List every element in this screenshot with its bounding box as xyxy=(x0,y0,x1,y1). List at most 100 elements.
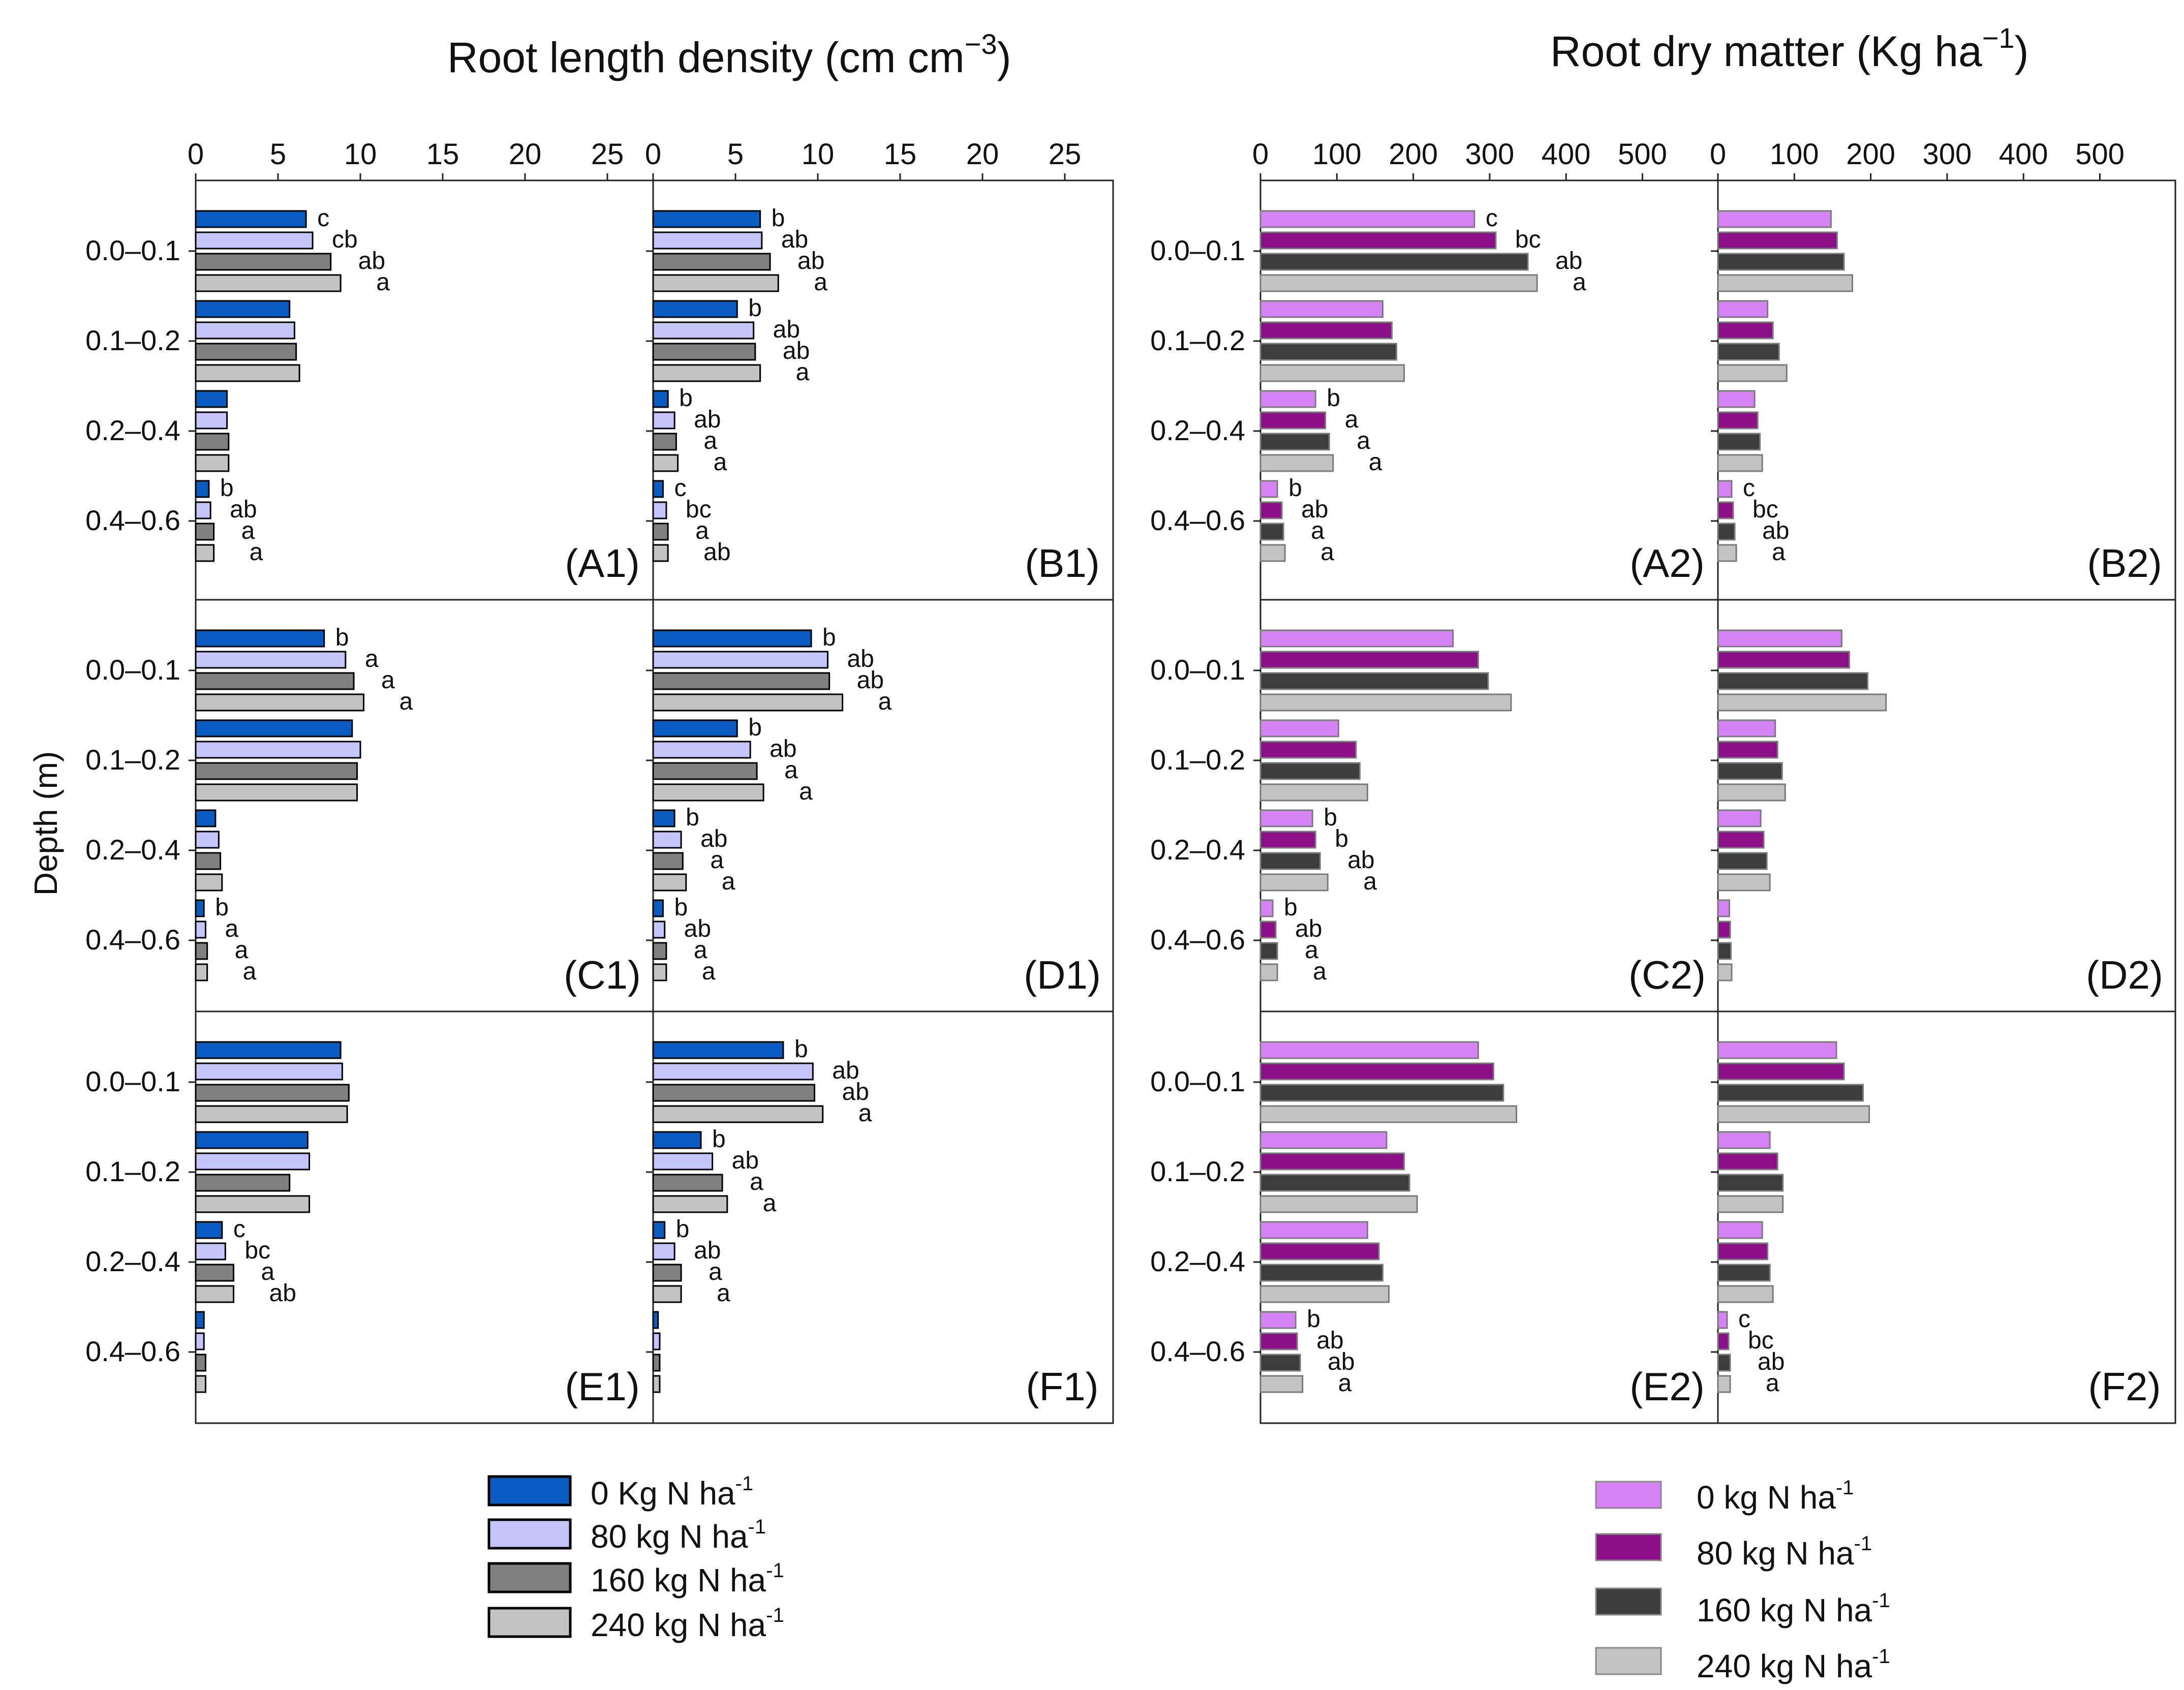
y-axis-label: Depth (m) xyxy=(27,751,64,896)
x-tick-label-a1-4: 20 xyxy=(509,138,542,171)
bar-d2-0-0 xyxy=(1717,629,1842,648)
bar-b1-0-2 xyxy=(652,253,771,271)
bar-a1-2-0 xyxy=(195,390,228,408)
bar-e2-2-1 xyxy=(1259,1242,1380,1261)
bar-d1-0-3 xyxy=(652,693,844,712)
sig-letter-e2-3-0: b xyxy=(1307,1306,1320,1333)
x-tick-label-b1-1: 5 xyxy=(727,138,744,171)
bar-a2-3-1 xyxy=(1259,501,1283,519)
bar-c2-0-1 xyxy=(1259,651,1479,669)
sig-letter-f2-3-0: c xyxy=(1738,1306,1750,1333)
bar-a2-3-0 xyxy=(1259,480,1278,498)
sig-letter-c2-2-0: b xyxy=(1324,804,1337,831)
bar-a2-0-3 xyxy=(1259,274,1538,292)
bar-c2-0-0 xyxy=(1259,629,1454,648)
bar-a2-0-1 xyxy=(1259,231,1497,250)
depth-label-a1-2: 0.2–0.4 xyxy=(85,414,180,446)
sig-letter-f1-1-2: a xyxy=(750,1169,763,1195)
bar-d1-0-2 xyxy=(652,672,830,690)
sig-letter-f1-2-1: ab xyxy=(694,1237,721,1264)
sig-letter-b1-2-3: a xyxy=(714,449,727,476)
bar-e2-3-3 xyxy=(1259,1375,1304,1393)
sig-letter-d1-0-2: ab xyxy=(857,667,884,694)
bar-c1-3-2 xyxy=(195,942,208,960)
bar-f2-1-3 xyxy=(1717,1195,1784,1213)
legend-left-swatch-2 xyxy=(487,1562,572,1593)
sig-letter-d1-0-0: b xyxy=(822,624,836,651)
bar-b2-2-2 xyxy=(1717,433,1761,451)
sig-letter-e1-2-0: c xyxy=(233,1216,245,1243)
sig-letter-b1-0-1: ab xyxy=(781,226,808,253)
panels: 0 5 10 15 20 250.0–0.1ccbaba0.1–0.20.2–0.40.4… xyxy=(85,138,2176,1424)
bar-f2-3-3 xyxy=(1717,1375,1731,1393)
bar-d2-3-3 xyxy=(1717,963,1733,981)
bar-f1-3-3 xyxy=(652,1375,661,1393)
bar-e1-0-1 xyxy=(195,1062,343,1081)
bar-a2-1-1 xyxy=(1259,321,1393,340)
bar-e1-3-0 xyxy=(195,1311,205,1329)
bar-f1-3-1 xyxy=(652,1332,661,1350)
panel-d2: (D2) xyxy=(1711,599,2176,1012)
bar-b1-3-0 xyxy=(652,480,664,498)
legend-right-label-1: 80 kg N ha-1 xyxy=(1697,1532,1872,1572)
bar-c2-0-3 xyxy=(1259,693,1512,712)
sig-letter-b1-2-0: b xyxy=(679,385,693,412)
bar-b1-1-3 xyxy=(652,364,761,382)
sig-letter-f1-1-3: a xyxy=(763,1190,777,1217)
sig-letter-a1-0-3: a xyxy=(376,269,390,296)
sig-letter-d1-1-0: b xyxy=(748,714,762,741)
bar-c2-1-2 xyxy=(1259,762,1361,780)
bar-c1-2-2 xyxy=(195,852,222,870)
depth-label-a1-1: 0.1–0.2 xyxy=(85,324,180,356)
bar-f2-0-1 xyxy=(1717,1062,1845,1081)
depth-label-e2-3: 0.4–0.6 xyxy=(1150,1335,1245,1367)
sig-letter-f1-0-1: ab xyxy=(832,1057,859,1084)
sig-letter-f1-0-3: a xyxy=(858,1100,872,1127)
sig-letter-c1-3-2: a xyxy=(235,937,249,964)
x-tick-label-a2-2: 200 xyxy=(1389,138,1438,171)
bar-a1-1-2 xyxy=(195,343,297,361)
sig-letter-a2-2-2: a xyxy=(1357,427,1370,454)
legend-left-item-1: 80 kg N ha-1 xyxy=(487,1516,766,1555)
bar-e2-1-1 xyxy=(1259,1152,1405,1171)
legend-right-item-0: 0 kg N ha-1 xyxy=(1595,1477,1854,1516)
bar-d1-2-2 xyxy=(652,852,684,870)
legend-right-label-3: 240 kg N ha-1 xyxy=(1697,1645,1890,1684)
sig-letter-b2-3-3: a xyxy=(1772,539,1786,566)
bar-f1-0-2 xyxy=(652,1084,816,1102)
bar-a2-2-0 xyxy=(1259,390,1316,408)
sig-letter-a2-2-3: a xyxy=(1369,449,1382,476)
depth-label-e2-1: 0.1–0.2 xyxy=(1150,1155,1245,1187)
sig-letter-f1-0-0: b xyxy=(794,1036,808,1063)
bar-b1-1-0 xyxy=(652,300,738,318)
bar-c2-2-1 xyxy=(1259,831,1316,849)
sig-letter-c1-3-3: a xyxy=(243,958,257,985)
sig-letter-a2-2-1: a xyxy=(1345,406,1359,433)
bar-d1-1-1 xyxy=(652,741,751,759)
x-tick-label-b1-2: 10 xyxy=(802,138,835,171)
legend-left-label-3: 240 kg N ha-1 xyxy=(591,1604,784,1643)
bar-f1-2-0 xyxy=(652,1221,666,1239)
bar-f1-1-1 xyxy=(652,1152,714,1171)
bar-d1-0-0 xyxy=(652,629,812,648)
bar-c1-3-1 xyxy=(195,920,206,939)
sig-letter-b1-3-2: a xyxy=(695,517,709,544)
sig-letter-b1-1-2: ab xyxy=(783,337,810,364)
bar-d2-1-0 xyxy=(1717,719,1776,738)
bar-b2-0-3 xyxy=(1717,274,1854,292)
bar-f1-0-0 xyxy=(652,1041,784,1059)
bar-c2-1-3 xyxy=(1259,783,1368,802)
bar-c2-1-0 xyxy=(1259,719,1339,738)
bar-d1-2-1 xyxy=(652,831,682,849)
sig-letter-c2-2-2: ab xyxy=(1347,847,1374,874)
bar-d1-3-1 xyxy=(652,920,666,939)
sig-letter-b2-3-2: ab xyxy=(1762,517,1789,544)
bar-a2-2-2 xyxy=(1259,433,1330,451)
panel-frame-f1 xyxy=(652,1010,1114,1424)
bar-f2-3-1 xyxy=(1717,1332,1730,1350)
bar-c2-3-1 xyxy=(1259,920,1277,939)
bar-d2-2-3 xyxy=(1717,873,1771,892)
bar-c2-2-0 xyxy=(1259,809,1313,827)
